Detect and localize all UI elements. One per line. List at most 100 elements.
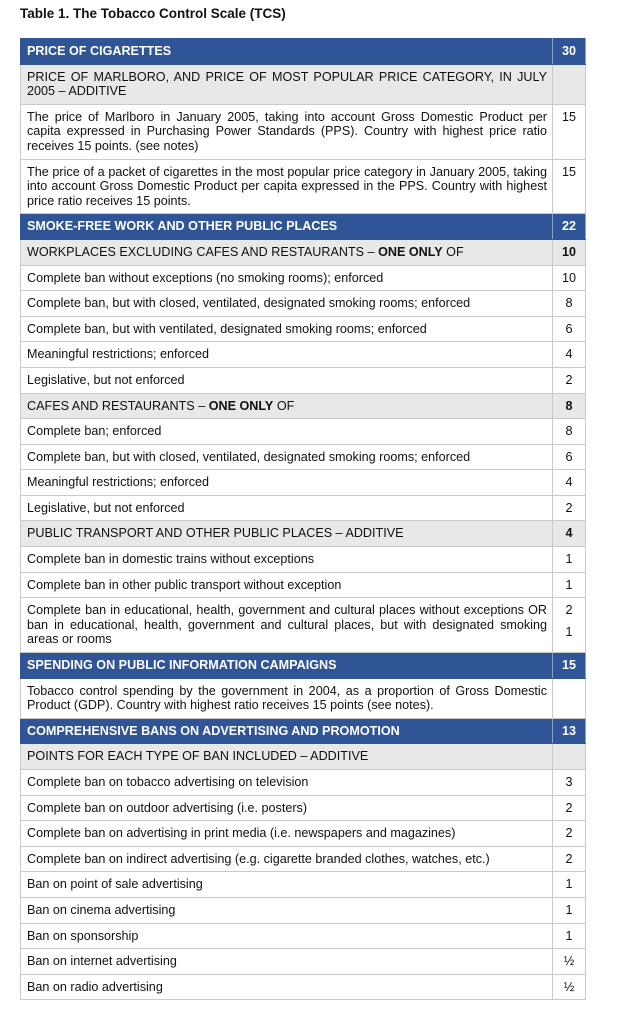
criterion-cell: Complete ban, but with closed, ventilate…: [20, 443, 553, 471]
points-value: 6: [565, 449, 573, 464]
points-value: 1: [565, 624, 573, 639]
table-row: Tobacco control spending by the governme…: [20, 677, 586, 719]
table-row: The price of Marlboro in January 2005, t…: [20, 103, 586, 160]
criterion-cell: Legislative, but not enforced: [20, 366, 553, 394]
criterion-cell: Complete ban in domestic trains without …: [20, 546, 553, 573]
points-cell: 22: [552, 213, 586, 240]
criterion-text: Complete ban, but with ventilated, desig…: [27, 321, 427, 336]
criterion-text: PRICE OF MARLBORO, AND PRICE OF MOST POP…: [27, 69, 547, 99]
criterion-cell: The price of a packet of cigarettes in t…: [20, 158, 553, 215]
criterion-cell: Complete ban on outdoor advertising (i.e…: [20, 794, 553, 822]
table-row: Complete ban in other public transport w…: [20, 571, 586, 599]
points-value: 2: [565, 826, 573, 841]
criterion-cell: Ban on radio advertising: [20, 973, 553, 1001]
table-row: Complete ban on outdoor advertising (i.e…: [20, 794, 586, 822]
points-value: 1: [565, 928, 573, 943]
table-row: Complete ban, but with closed, ventilate…: [20, 290, 586, 317]
table-row: Complete ban, but with closed, ventilate…: [20, 443, 586, 471]
table-row: Complete ban without exceptions (no smok…: [20, 264, 586, 292]
criterion-cell: Legislative, but not enforced: [20, 494, 553, 522]
points-cell: 8: [552, 392, 586, 420]
table-row: Legislative, but not enforced 2: [20, 494, 586, 522]
criterion-cell: Ban on sponsorship: [20, 922, 553, 950]
points-value: 6: [565, 321, 573, 336]
points-value: 2: [565, 500, 573, 515]
criterion-text: Meaningful restrictions; enforced: [27, 475, 210, 490]
points-cell: [552, 743, 586, 770]
table-row: Complete ban in domestic trains without …: [20, 546, 586, 573]
criterion-text: PUBLIC TRANSPORT AND OTHER PUBLIC PLACES…: [27, 526, 404, 541]
criterion-emphasis: ONE ONLY: [208, 398, 274, 413]
criterion-text: Complete ban on outdoor advertising (i.e…: [27, 800, 308, 815]
criterion-cell: Complete ban; enforced: [20, 418, 553, 445]
criterion-cell: COMPREHENSIVE BANS ON ADVERTISING AND PR…: [20, 717, 553, 745]
criterion-cell: PUBLIC TRANSPORT AND OTHER PUBLIC PLACES…: [20, 520, 553, 548]
points-cell: 1: [552, 922, 586, 950]
criterion-cell: Ban on point of sale advertising: [20, 871, 553, 898]
criterion-text: The price of a packet of cigarettes in t…: [27, 164, 547, 208]
subsection-row: PUBLIC TRANSPORT AND OTHER PUBLIC PLACES…: [20, 520, 586, 548]
points-value: 15: [561, 109, 576, 124]
points-cell: ½: [552, 948, 586, 975]
points-value: 15: [561, 658, 576, 673]
points-cell: 4: [552, 469, 586, 496]
points-cell: 4: [552, 520, 586, 548]
criterion-text: Complete ban, but with closed, ventilate…: [27, 296, 471, 311]
criterion-text-suffix: OF: [442, 244, 464, 259]
subsection-row: WORKPLACES EXCLUDING CAFES AND RESTAURAN…: [20, 238, 586, 266]
section-header-row: SPENDING ON PUBLIC INFORMATION CAMPAIGNS…: [20, 652, 586, 679]
criterion-cell: SPENDING ON PUBLIC INFORMATION CAMPAIGNS: [20, 652, 553, 679]
points-cell: 2: [552, 366, 586, 394]
criterion-text: Ban on cinema advertising: [27, 902, 176, 917]
criterion-text: Complete ban on tobacco advertising on t…: [27, 775, 309, 789]
criterion-text: SMOKE-FREE WORK AND OTHER PUBLIC PLACES: [27, 219, 338, 234]
table-row: Ban on point of sale advertising 1: [20, 871, 586, 898]
criterion-text: Legislative, but not enforced: [27, 500, 185, 515]
points-cell: 2: [552, 494, 586, 522]
points-value: 4: [565, 526, 573, 541]
subsection-row: CAFES AND RESTAURANTS – ONE ONLY OF 8: [20, 392, 586, 420]
criterion-text: Ban on internet advertising: [27, 954, 177, 969]
points-cell: 2: [552, 794, 586, 822]
tobacco-control-scale-table: PRICE OF CIGARETTES 30 PRICE OF MARLBORO, …: [20, 38, 586, 1001]
table-row: Ban on cinema advertising 1: [20, 896, 586, 924]
criterion-text: The price of Marlboro in January 2005, t…: [27, 109, 547, 153]
points-value: 1: [565, 577, 573, 592]
criterion-cell: Ban on cinema advertising: [20, 896, 553, 924]
criterion-cell: POINTS FOR EACH TYPE OF BAN INCLUDED – A…: [20, 743, 553, 770]
points-cell: 10: [552, 238, 586, 266]
criterion-text: WORKPLACES EXCLUDING CAFES AND RESTAURAN…: [27, 244, 379, 259]
criterion-text: POINTS FOR EACH TYPE OF BAN INCLUDED – A…: [27, 749, 369, 764]
criterion-cell: Complete ban, but with closed, ventilate…: [20, 290, 553, 317]
subsection-row: PRICE OF MARLBORO, AND PRICE OF MOST POP…: [20, 63, 586, 105]
criterion-cell: PRICE OF MARLBORO, AND PRICE OF MOST POP…: [20, 63, 553, 105]
criterion-text-suffix: OF: [273, 398, 295, 413]
points-cell: 6: [552, 443, 586, 471]
criterion-text: Complete ban without exceptions (no smok…: [27, 270, 384, 285]
points-cell: [552, 63, 586, 105]
table-row: Ban on sponsorship 1: [20, 922, 586, 950]
points-value: 8: [565, 296, 573, 311]
criterion-text: Complete ban; enforced: [27, 424, 162, 439]
criterion-text: Ban on radio advertising: [27, 979, 163, 994]
points-cell: 15: [552, 652, 586, 679]
criterion-cell: CAFES AND RESTAURANTS – ONE ONLY OF: [20, 392, 553, 420]
points-value: 2: [565, 851, 573, 866]
criterion-text: Complete ban in other public transport w…: [27, 577, 342, 592]
points-cell: 3: [552, 769, 586, 796]
table-row: Complete ban; enforced 8: [20, 418, 586, 445]
criterion-text: Legislative, but not enforced: [27, 372, 185, 387]
criterion-emphasis: ONE ONLY: [378, 244, 443, 259]
criterion-text: Ban on point of sale advertising: [27, 877, 203, 892]
table-row: Legislative, but not enforced 2: [20, 366, 586, 394]
table-row: Meaningful restrictions; enforced 4: [20, 469, 586, 496]
points-cell: 13: [552, 717, 586, 745]
points-cell: 8: [552, 290, 586, 317]
points-value: 2: [565, 372, 573, 387]
table-row: The price of a packet of cigarettes in t…: [20, 158, 586, 215]
criterion-cell: Complete ban without exceptions (no smok…: [20, 264, 553, 292]
table-row: Ban on radio advertising ½: [20, 973, 586, 1001]
points-value: 15: [561, 164, 576, 179]
subsection-row: POINTS FOR EACH TYPE OF BAN INCLUDED – A…: [20, 743, 586, 770]
